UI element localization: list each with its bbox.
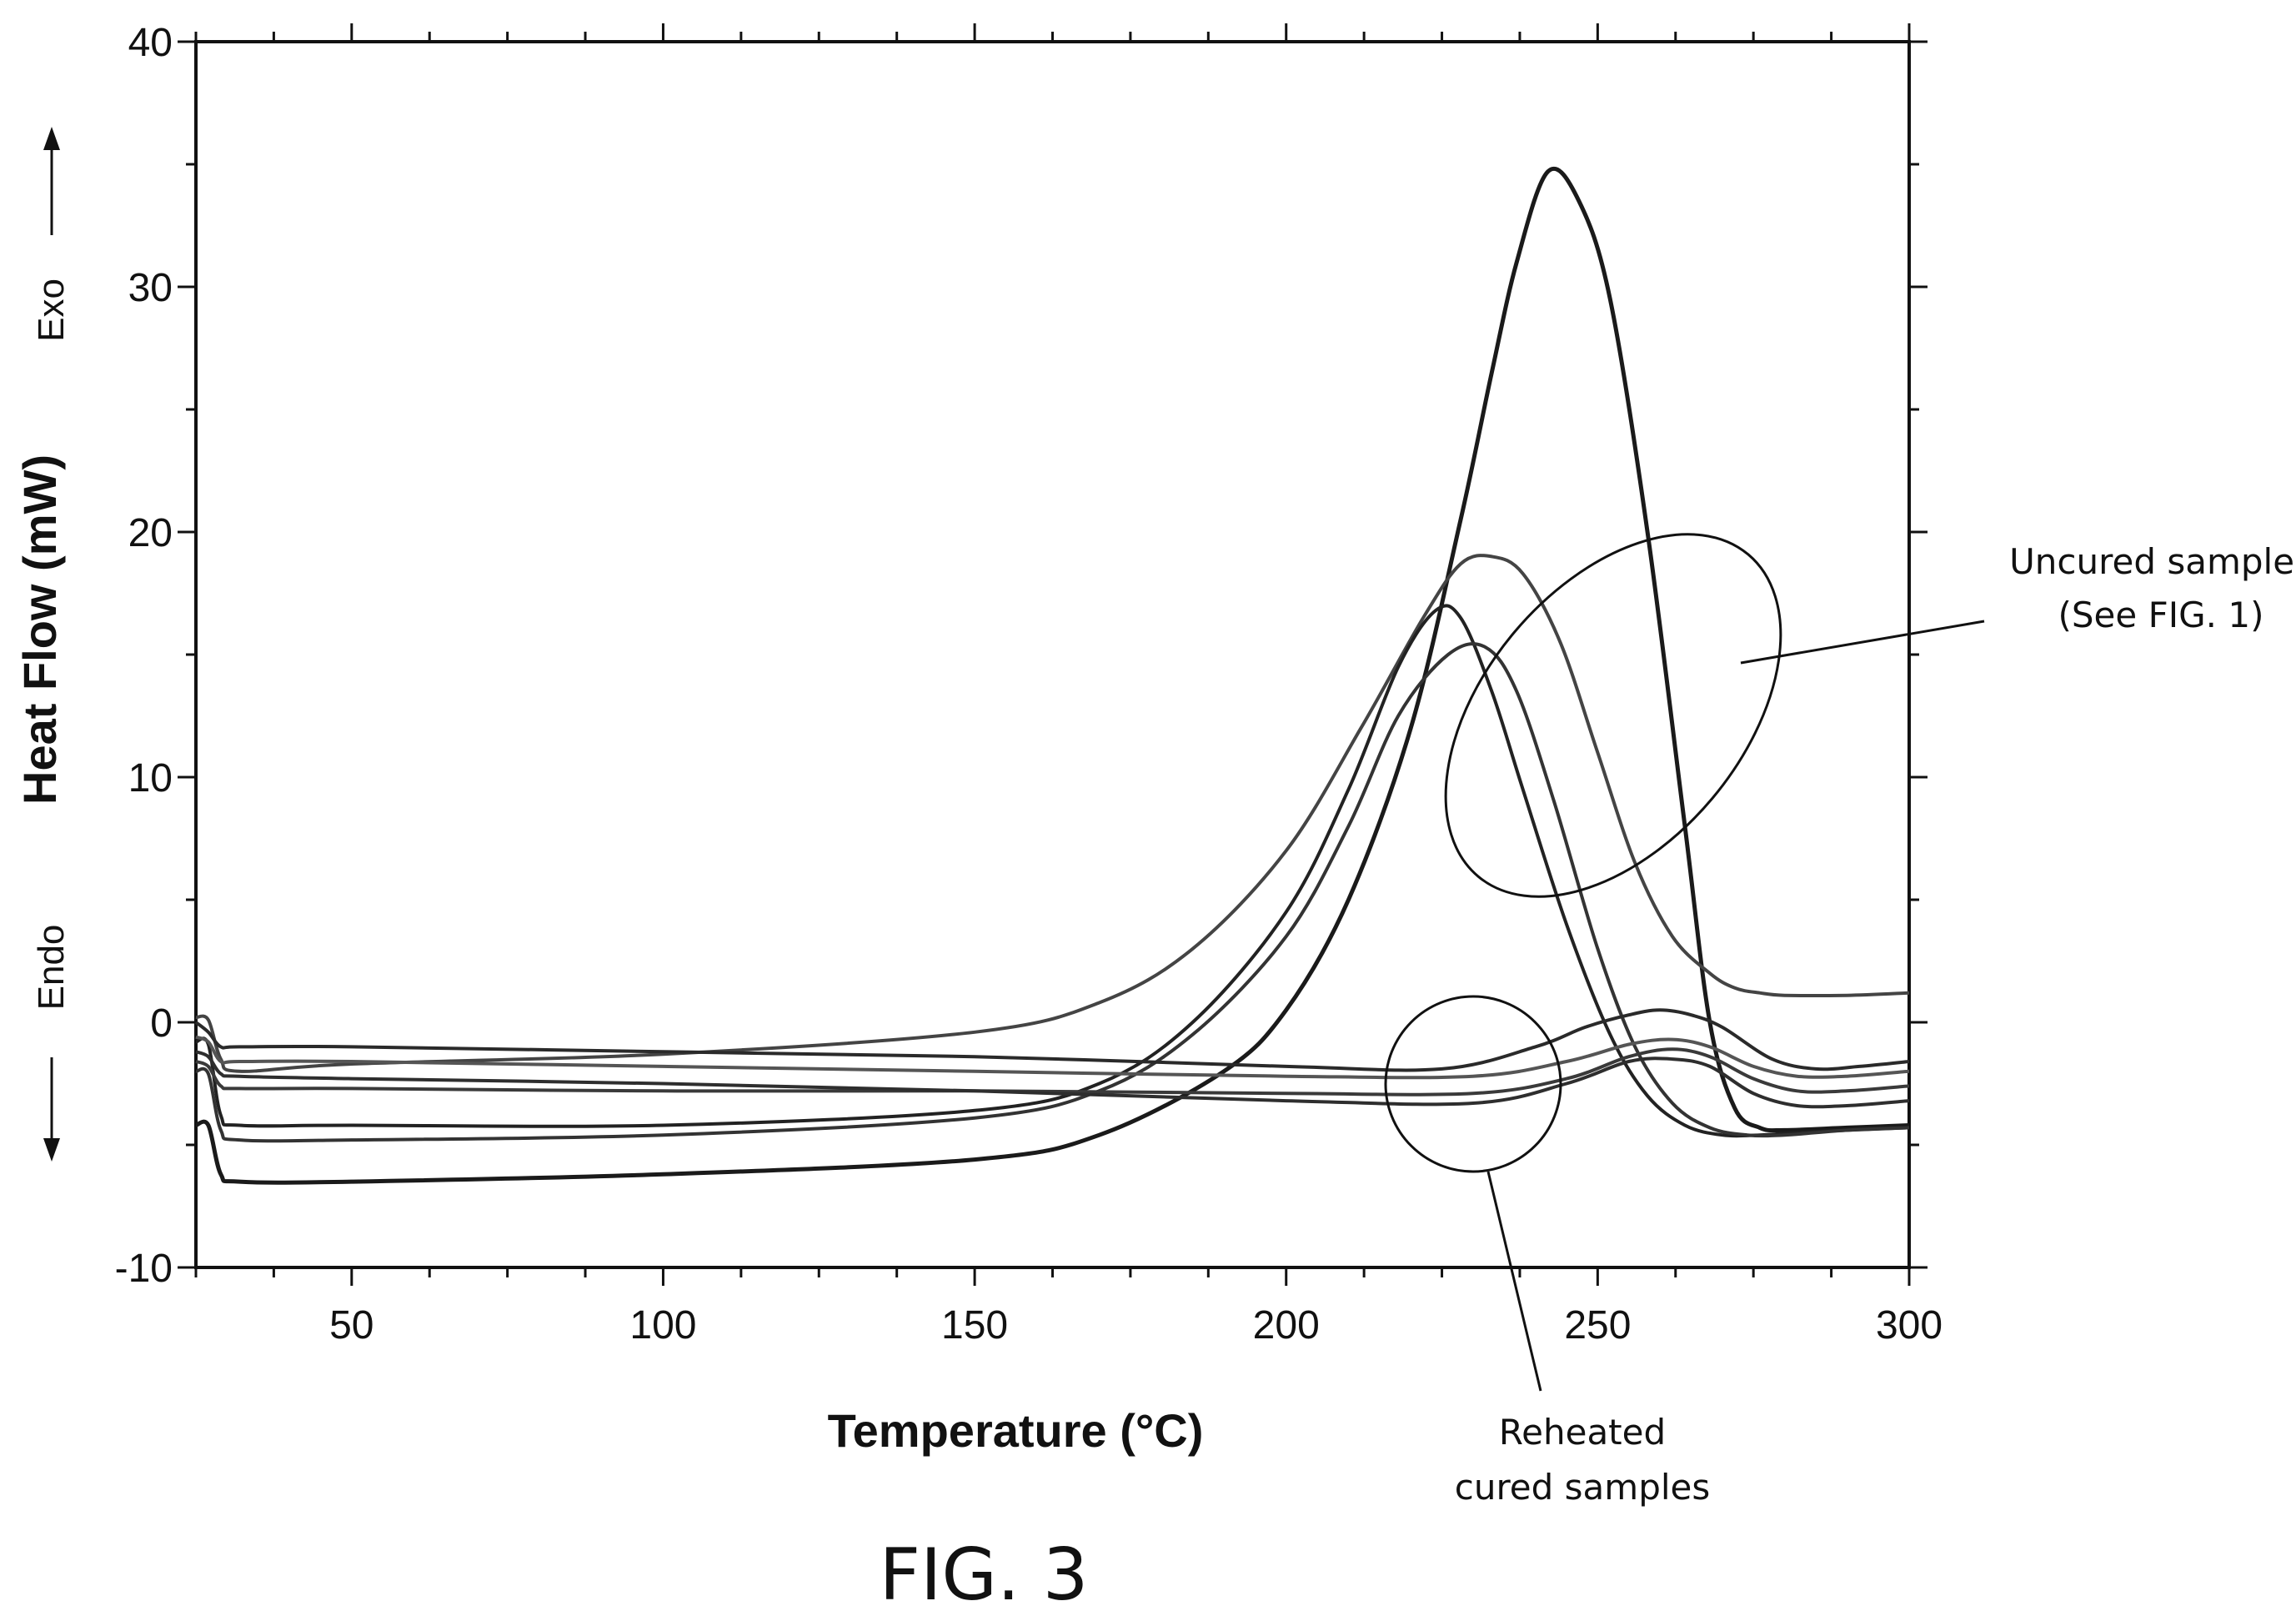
y-tick-label: 0 xyxy=(150,1001,173,1046)
series-line-uncured-0 xyxy=(195,166,1910,1185)
figure-label: FIG. 3 xyxy=(880,1533,1089,1616)
y-axis-title: Heat Flow (mW) xyxy=(13,454,66,805)
series-line-uncured-3 xyxy=(195,642,1910,1143)
x-tick-label: 50 xyxy=(329,1303,373,1348)
x-tick-label: 300 xyxy=(1876,1303,1943,1348)
y-axis-labels: Heat Flow (mW) Exo Endo xyxy=(13,127,72,1162)
x-tick-label: 100 xyxy=(629,1303,696,1348)
series-line-uncured-2 xyxy=(195,604,1910,1138)
series-line-reheated-7 xyxy=(195,1050,1910,1109)
uncured-leader-line xyxy=(1740,620,1985,665)
y-tick-label: -10 xyxy=(115,1247,173,1291)
plot-border xyxy=(194,40,1911,1269)
y-tick-label: 30 xyxy=(128,266,173,310)
exo-label: Exo xyxy=(31,279,72,342)
series-line-uncured-1 xyxy=(195,554,1910,1073)
reheated-label-line-1: Reheated xyxy=(1499,1412,1666,1453)
exo-arrow-icon xyxy=(43,127,60,235)
endo-label: Endo xyxy=(31,925,72,1011)
reheated-circle xyxy=(1384,995,1562,1173)
axis-ticks xyxy=(178,23,1928,1286)
series-line-reheated-4 xyxy=(194,1008,1910,1072)
x-tick-label: 150 xyxy=(941,1303,1008,1348)
endo-arrow-icon xyxy=(43,1057,60,1162)
reheated-leader-line xyxy=(1486,1171,1542,1392)
series-line-reheated-6 xyxy=(195,1047,1910,1097)
annotation-layer: Uncured samples (See FIG. 1) Reheated cu… xyxy=(1384,533,2296,1508)
uncured-label-line-2: (See FIG. 1) xyxy=(2058,595,2264,635)
y-tick-label: 40 xyxy=(128,21,173,65)
uncured-label-line-1: Uncured samples xyxy=(2009,541,2296,582)
x-axis-title: Temperature (°C) xyxy=(828,1404,1204,1457)
x-tick-label: 200 xyxy=(1253,1303,1320,1348)
series-layer xyxy=(194,166,1910,1185)
plot-frame xyxy=(194,40,1911,1269)
y-tick-label: 20 xyxy=(128,511,173,555)
axis-tick-labels: 50 100 150 200 250 300 -10 0 10 20 30 40 xyxy=(115,21,1943,1348)
x-tick-label: 250 xyxy=(1564,1303,1631,1348)
reheated-label-line-2: cured samples xyxy=(1455,1467,1711,1508)
uncured-circle xyxy=(1444,533,1782,898)
y-tick-label: 10 xyxy=(128,756,173,800)
series-line-reheated-5 xyxy=(195,1035,1910,1080)
